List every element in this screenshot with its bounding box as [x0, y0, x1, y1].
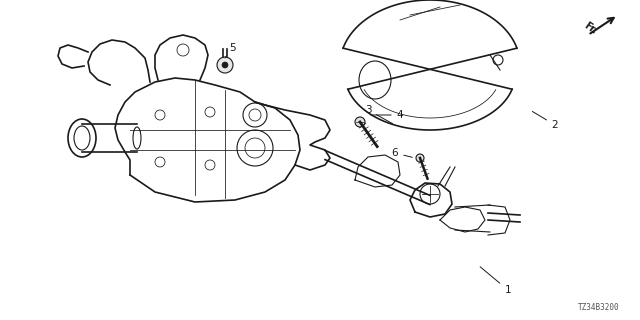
Circle shape [416, 154, 424, 162]
Text: 1: 1 [480, 267, 511, 295]
Text: Fr.: Fr. [582, 20, 598, 36]
Circle shape [222, 62, 228, 68]
Text: 2: 2 [532, 111, 558, 130]
Text: 4: 4 [371, 110, 403, 120]
Text: 3: 3 [365, 105, 392, 124]
Text: 6: 6 [392, 148, 412, 158]
Circle shape [355, 117, 365, 127]
Text: 5: 5 [225, 43, 236, 58]
Circle shape [217, 57, 233, 73]
Text: TZ34B3200: TZ34B3200 [579, 303, 620, 312]
